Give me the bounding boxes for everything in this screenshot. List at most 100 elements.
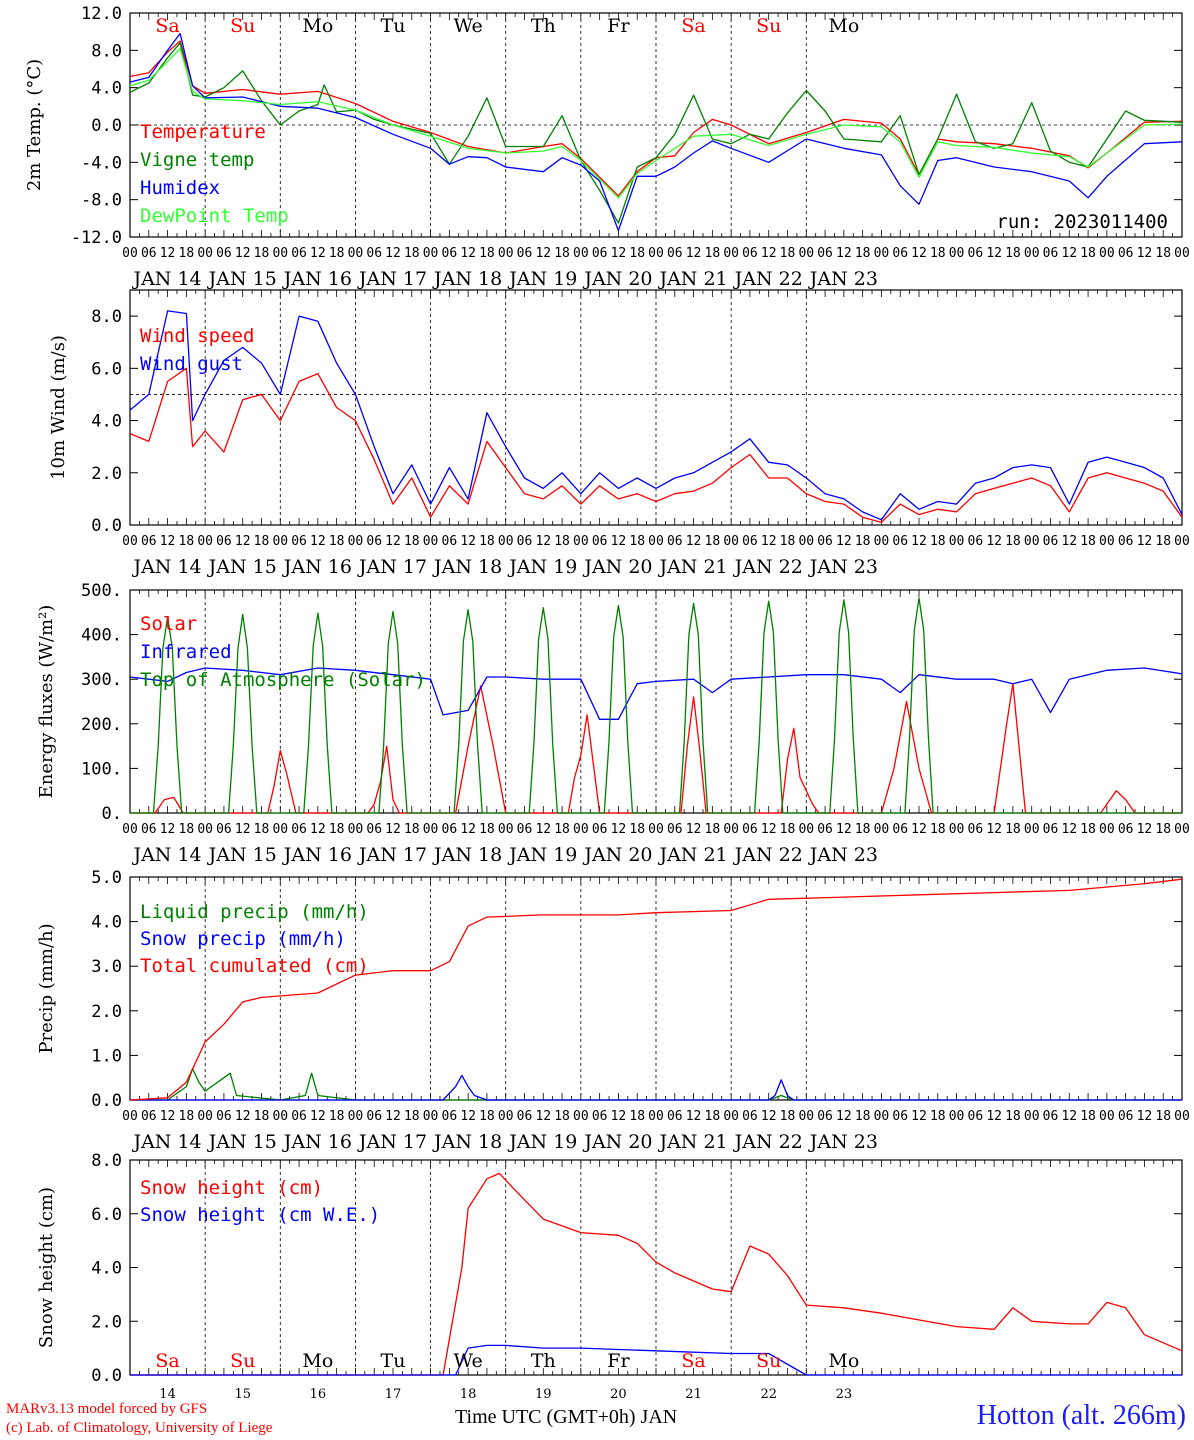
hour-tick-label: 12	[310, 246, 326, 261]
hour-tick-label: 18	[329, 246, 345, 261]
y-tick-label: 200.	[81, 715, 122, 735]
hour-tick-label: 12	[535, 246, 551, 261]
series-line-2	[129, 878, 1183, 1101]
y-axis-label: Snow height (cm)	[36, 1187, 57, 1348]
hour-tick-label: 18	[1080, 534, 1096, 549]
hour-tick-label: 00	[573, 1109, 589, 1124]
hour-tick-label: 00	[423, 246, 439, 261]
hour-tick-label: 06	[1043, 822, 1059, 837]
series-line-1	[129, 42, 1183, 224]
day-number-label: 14	[159, 1387, 176, 1402]
hour-tick-label: 12	[160, 1109, 176, 1124]
hour-tick-label: 12	[235, 822, 251, 837]
hour-tick-label: 12	[235, 1109, 251, 1124]
hour-tick-label: 18	[1080, 246, 1096, 261]
date-label: JAN 16	[282, 1131, 352, 1153]
y-axis-label: Energy fluxes (W/m²)	[36, 605, 57, 799]
day-of-week-label: Mo	[828, 1350, 859, 1372]
hour-tick-label: 00	[949, 534, 965, 549]
hour-tick-label: 06	[517, 534, 533, 549]
hour-tick-label: 06	[742, 246, 758, 261]
hour-tick-label: 06	[817, 822, 833, 837]
hour-tick-label: 00	[573, 822, 589, 837]
hour-tick-label: 12	[385, 822, 401, 837]
hour-tick-label: 00	[1174, 534, 1190, 549]
hour-tick-label: 00	[122, 534, 138, 549]
hour-tick-label: 00	[122, 246, 138, 261]
hour-tick-label: 00	[197, 246, 213, 261]
hour-tick-label: 00	[1024, 822, 1040, 837]
panel-temp	[129, 12, 1183, 238]
hour-tick-label: 00	[723, 246, 739, 261]
hour-tick-label: 18	[329, 534, 345, 549]
hour-tick-label: 06	[667, 246, 683, 261]
hour-tick-label: 12	[686, 534, 702, 549]
legend-entry: Temperature	[140, 121, 266, 143]
date-label: JAN 16	[282, 268, 352, 290]
hour-tick-label: 12	[836, 534, 852, 549]
hour-tick-label: 06	[1043, 246, 1059, 261]
day-of-week-label: Th	[531, 1350, 556, 1372]
hour-tick-label: 18	[1155, 534, 1171, 549]
hour-tick-label: 18	[404, 1109, 420, 1124]
date-label: JAN 21	[657, 268, 727, 290]
hour-tick-label: 06	[892, 1109, 908, 1124]
date-label: JAN 22	[733, 556, 803, 578]
hour-tick-label: 06	[366, 822, 382, 837]
hour-tick-label: 18	[1080, 1109, 1096, 1124]
hour-tick-label: 00	[573, 534, 589, 549]
hour-tick-label: 00	[1099, 1109, 1115, 1124]
day-of-week-label: Mo	[302, 1350, 333, 1372]
hour-tick-label: 00	[723, 534, 739, 549]
hour-tick-label: 00	[1099, 534, 1115, 549]
date-label: JAN 15	[207, 844, 277, 866]
hour-tick-label: 12	[686, 822, 702, 837]
model-credit: MARv3.13 model forced by GFS	[6, 1401, 208, 1417]
y-tick-label: 0.0	[91, 1091, 122, 1111]
hour-tick-label: 00	[423, 1109, 439, 1124]
hour-tick-label: 18	[780, 1109, 796, 1124]
hour-tick-label: 18	[1005, 246, 1021, 261]
day-of-week-label: Su	[756, 15, 781, 37]
series-line-1	[129, 310, 1183, 521]
hour-tick-label: 06	[742, 1109, 758, 1124]
hour-tick-label: 12	[986, 534, 1002, 549]
hour-tick-label: 00	[348, 534, 364, 549]
hour-tick-label: 12	[1137, 822, 1153, 837]
hour-tick-label: 00	[1174, 1109, 1190, 1124]
hour-tick-label: 06	[141, 1109, 157, 1124]
date-label: JAN 17	[357, 844, 427, 866]
hour-tick-label: 12	[611, 1109, 627, 1124]
date-label: JAN 19	[507, 844, 577, 866]
y-tick-label: 8.0	[91, 1151, 122, 1171]
hour-tick-label: 06	[291, 822, 307, 837]
date-label: JAN 22	[733, 268, 803, 290]
date-label: JAN 23	[808, 556, 878, 578]
date-label: JAN 19	[507, 268, 577, 290]
date-label: JAN 21	[657, 1131, 727, 1153]
hour-tick-label: 12	[535, 534, 551, 549]
hour-tick-label: 12	[310, 822, 326, 837]
hour-tick-label: 00	[648, 534, 664, 549]
day-of-week-label: Th	[531, 15, 556, 37]
date-label: JAN 14	[131, 844, 201, 866]
hour-tick-label: 12	[836, 1109, 852, 1124]
series-line-2	[130, 597, 1182, 814]
hour-tick-label: 18	[1155, 822, 1171, 837]
legend-entry: Humidex	[140, 177, 220, 199]
hour-tick-label: 18	[479, 1109, 495, 1124]
hour-tick-label: 12	[310, 534, 326, 549]
date-label: JAN 14	[131, 1131, 201, 1153]
hour-tick-label: 18	[479, 822, 495, 837]
panel-wind	[129, 289, 1183, 526]
y-tick-label: 300.	[81, 670, 122, 690]
y-tick-label: 0.0	[91, 1366, 122, 1386]
hour-tick-label: 12	[611, 822, 627, 837]
hour-tick-label: 06	[1118, 534, 1134, 549]
hour-tick-label: 06	[892, 534, 908, 549]
hour-tick-label: 12	[160, 246, 176, 261]
day-of-week-label: Mo	[302, 15, 333, 37]
date-label: JAN 14	[131, 556, 201, 578]
hour-tick-label: 00	[122, 1109, 138, 1124]
date-label: JAN 22	[733, 844, 803, 866]
